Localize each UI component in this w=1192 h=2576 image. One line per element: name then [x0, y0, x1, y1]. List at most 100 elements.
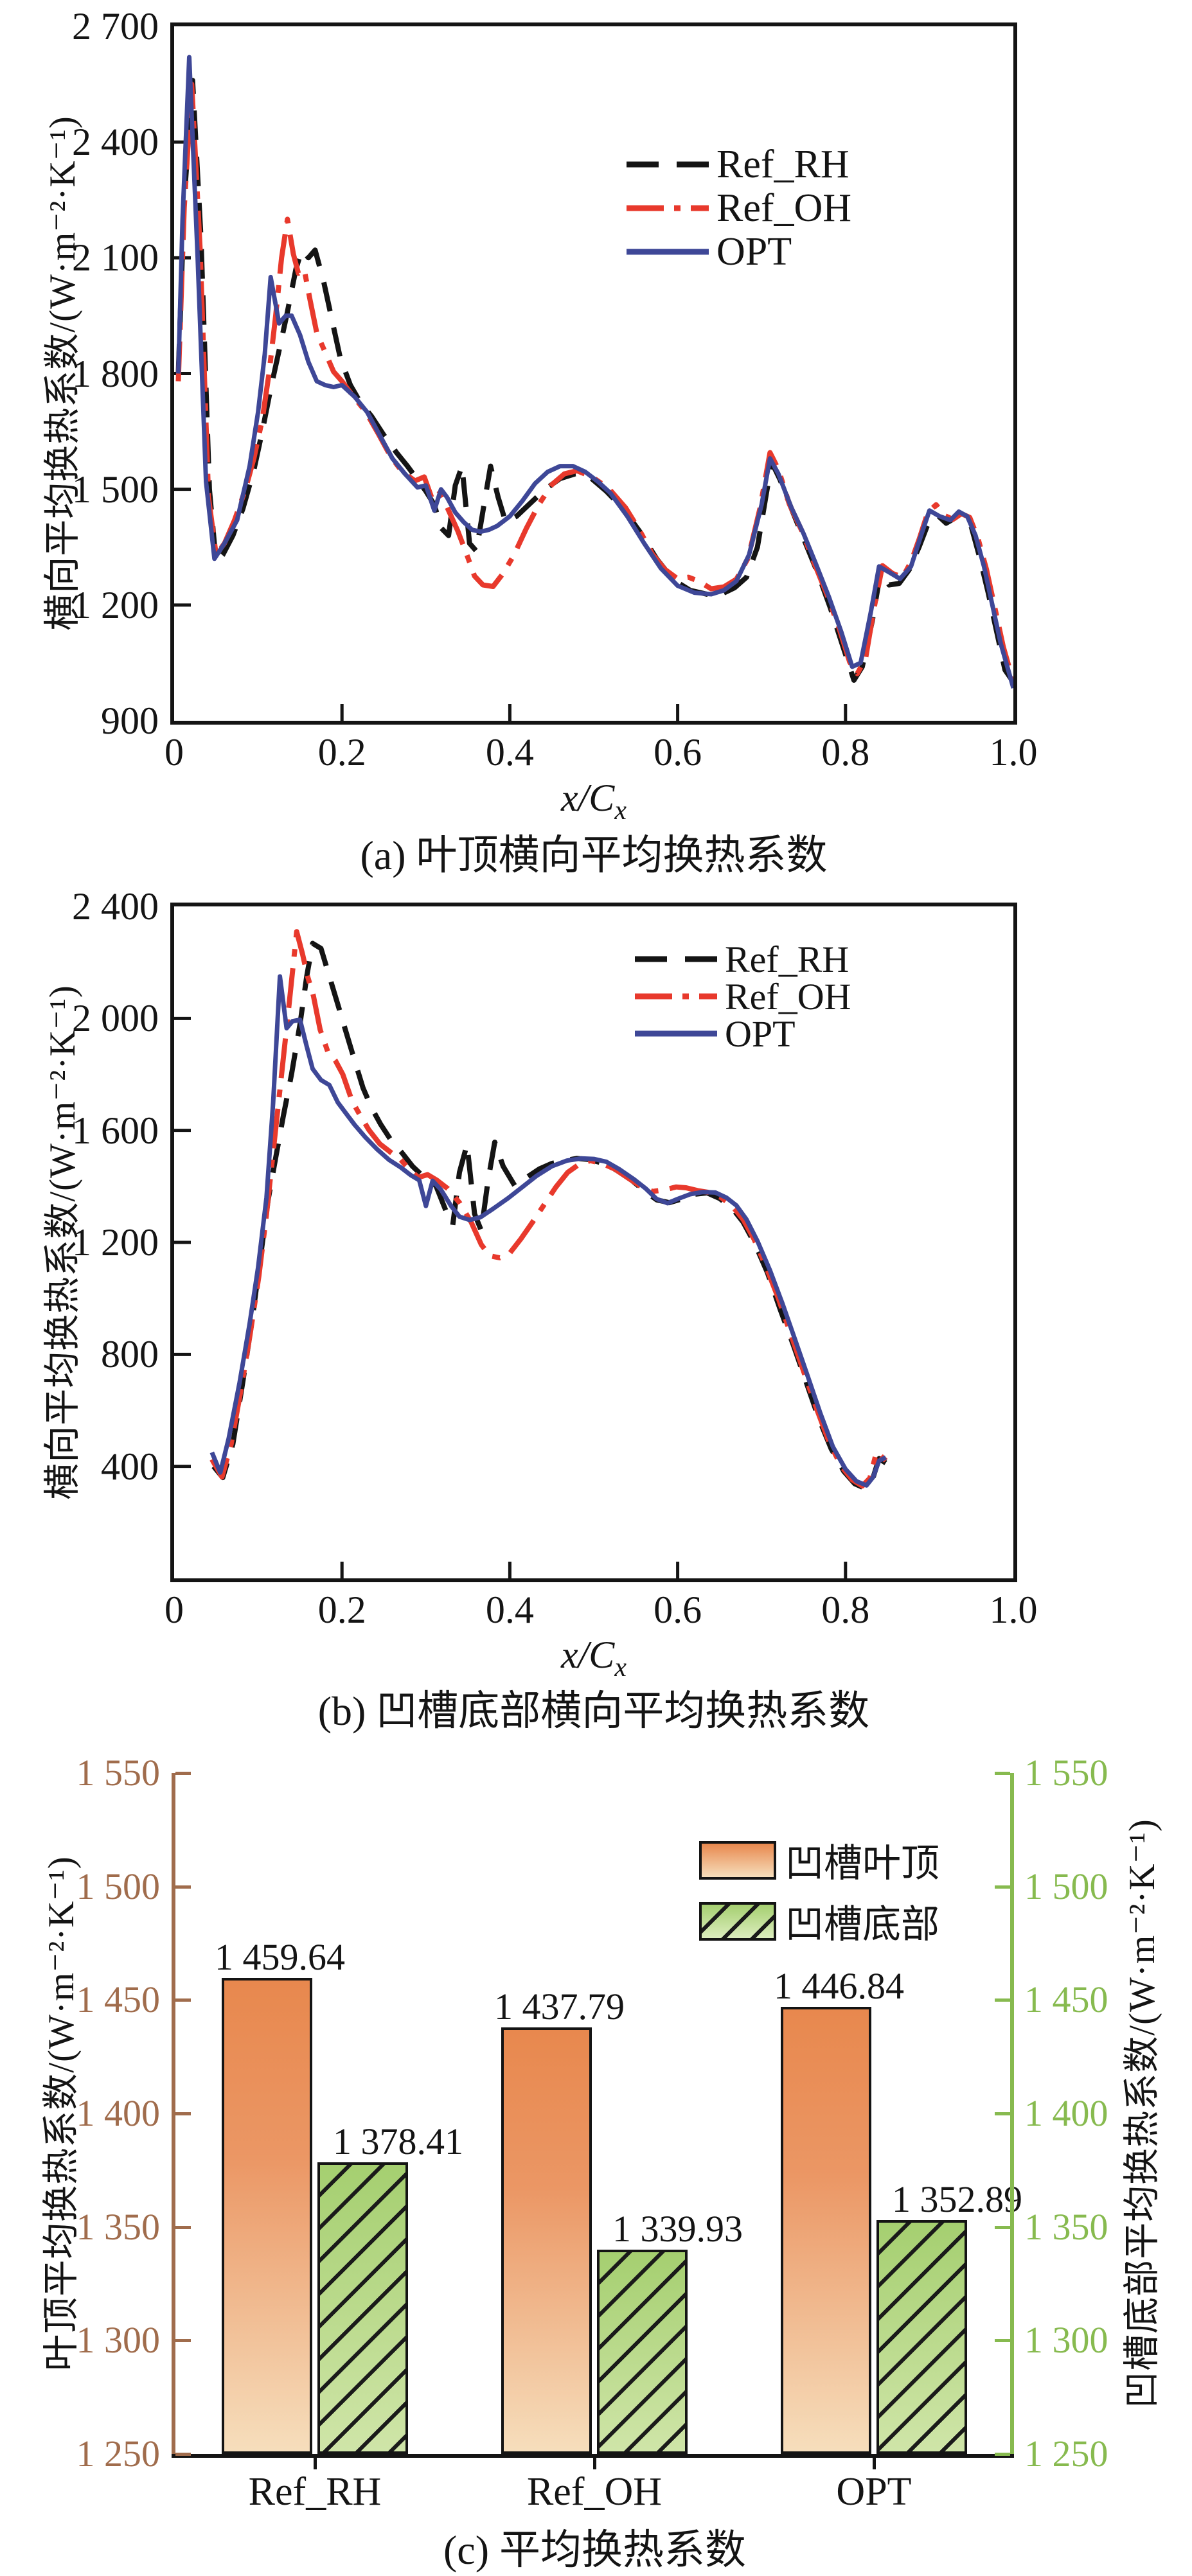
chart-c-legend-label-tip: 凹槽叶顶 [785, 1842, 939, 1885]
chart-a-caption: (a) 叶顶横向平均换热系数 [360, 833, 828, 878]
legend-line-sample-icon [627, 249, 709, 255]
bar-OPT-bottom [876, 2220, 967, 2454]
chart-c-category-label-Ref_RH: Ref_RH [248, 2470, 382, 2514]
chart-c-left-tick-label: 1 350 [76, 2205, 161, 2248]
chart-a-x-tick-label: 1.0 [989, 731, 1038, 773]
legend-label: Ref_OH [716, 186, 852, 230]
legend-line-sample-icon [627, 205, 709, 211]
series-Ref_OH [209, 929, 888, 1489]
chart-c-left-tick-label: 1 300 [76, 2319, 161, 2361]
chart-a-legend: Ref_RH Ref_OH OPT [627, 143, 851, 274]
chart-c-category-tick [314, 2458, 317, 2469]
chart-b-x-tick-label: 0.8 [821, 1589, 870, 1631]
chart-c-right-tick-label: 1 550 [1024, 1752, 1108, 1794]
chart-a-y-tick-label: 900 [101, 700, 159, 742]
chart-c-left-tick [175, 1772, 191, 1775]
chart-c-right-tick [995, 1998, 1010, 2002]
legend-item-OPT: OPT [635, 1012, 851, 1055]
chart-c-left-tick [175, 2112, 191, 2115]
legend-label: OPT [725, 1012, 796, 1055]
chart-a-x-tick-label: 0.6 [654, 731, 702, 773]
chart-a-y-tick-label: 2 400 [72, 121, 159, 164]
bar-Ref_RH-bottom [317, 2162, 408, 2454]
chart-c-right-tick-label: 1 450 [1024, 1979, 1108, 2021]
legend-label: Ref_RH [716, 142, 850, 186]
bar-value-label-bottom: 1 352.89 [892, 2178, 1022, 2220]
chart-c-right-axis [1010, 1773, 1014, 2458]
chart-c-bottom-axis [172, 2454, 1014, 2458]
chart-c-right-tick [995, 2112, 1010, 2115]
bar-value-label-tip: 1 446.84 [774, 1965, 904, 2007]
chart-c-right-tick-label: 1 300 [1024, 2319, 1108, 2361]
chart-c-right-tick-label: 1 350 [1024, 2205, 1108, 2248]
chart-b-y-tick-label: 1 200 [72, 1221, 159, 1264]
legend-item-Ref_RH: Ref_RH [635, 938, 851, 980]
chart-a-plot-area [170, 22, 1017, 725]
legend-item-Ref_OH: Ref_OH [635, 975, 851, 1018]
chart-c-right-tick [995, 1772, 1010, 1775]
legend-line-sample-icon [635, 956, 717, 962]
chart-a-x-tick-label: 0.2 [317, 731, 366, 773]
chart-a-y-tick-label: 2 100 [72, 236, 159, 279]
chart-c-left-tick-label: 1 500 [76, 1865, 161, 1907]
chart-a-x-axis-label-main: x/C [561, 777, 615, 819]
chart-b-y-tick-label: 800 [101, 1333, 159, 1376]
chart-c-category-tick [873, 2458, 876, 2469]
legend-line-sample-icon [635, 993, 717, 1000]
chart-b-plot-area [170, 903, 1017, 1582]
chart-c-left-axis [172, 1773, 175, 2458]
chart-b-x-axis-label: x/Cx [170, 1633, 1017, 1683]
chart-c-left-tick [175, 1998, 191, 2002]
chart-b-legend: Ref_RH Ref_OH OPT [635, 938, 851, 1055]
bar-value-label-bottom: 1 378.41 [333, 2121, 463, 2162]
chart-b-x-tick-label: 0.4 [485, 1589, 534, 1631]
orange-gradient-swatch-icon [699, 1840, 776, 1880]
bar-value-label-tip: 1 459.64 [215, 1936, 345, 1978]
chart-c-right-tick-label: 1 500 [1024, 1865, 1108, 1907]
chart-c-legend-label-bottom: 凹槽底部 [785, 1903, 939, 1946]
series-OPT [176, 55, 1013, 689]
chart-a-canvas [174, 55, 1013, 721]
chart-c-left-tick [175, 1885, 191, 1889]
bar-Ref_OH-bottom [597, 2250, 688, 2454]
series-Ref_OH [175, 82, 1013, 683]
chart-a-y-tick-label: 1 200 [72, 583, 159, 626]
chart-c-left-tick-label: 1 250 [76, 2433, 161, 2475]
chart-a-y-tick-label: 1 500 [72, 468, 159, 511]
chart-c-left-tick-label: 1 400 [76, 2092, 161, 2134]
legend-label: OPT [716, 229, 792, 274]
chart-c-caption: (c) 平均换热系数 [443, 2527, 747, 2573]
chart-c-category-label-OPT: OPT [836, 2470, 912, 2514]
chart-c-right-tick [995, 2225, 1010, 2229]
legend-item-Ref_OH: Ref_OH [627, 186, 851, 230]
chart-a-x-tick-label: 0.4 [485, 731, 534, 773]
series-OPT [209, 974, 887, 1488]
bar-value-label-bottom: 1 339.93 [612, 2208, 743, 2250]
chart-a-x-axis-label-sub: x [614, 796, 627, 825]
chart-a-y-tick-label: 1 800 [72, 352, 159, 395]
chart-c-left-tick [175, 2453, 191, 2456]
chart-c-right-tick [995, 2453, 1010, 2456]
chart-c-left-tick [175, 2339, 191, 2343]
bar-OPT-tip [781, 2007, 871, 2454]
legend-line-sample-icon [635, 1030, 717, 1037]
chart-b-canvas [174, 929, 888, 1578]
series-Ref_RH [175, 78, 1013, 684]
chart-a-x-tick-label: 0 [165, 731, 184, 773]
chart-b-y-tick-label: 400 [101, 1445, 159, 1488]
chart-a-x-tick-label: 0.8 [821, 731, 870, 773]
chart-a-y-tick-label: 2 700 [72, 5, 159, 48]
legend-item-OPT: OPT [627, 230, 851, 274]
bar-Ref_OH-tip [501, 2027, 592, 2454]
legend-label: Ref_OH [725, 975, 851, 1018]
chart-c-legend-item-tip: 凹槽叶顶 [699, 1832, 939, 1888]
chart-c-category-tick [593, 2458, 596, 2469]
chart-b-x-tick-label: 0.6 [654, 1589, 702, 1631]
chart-c-right-tick-label: 1 250 [1024, 2433, 1108, 2475]
chart-b-x-axis-label-main: x/C [561, 1634, 615, 1676]
chart-a-x-axis-label: x/Cx [170, 776, 1017, 826]
legend-label: Ref_RH [725, 938, 850, 980]
chart-c-legend-item-bottom: 凹槽底部 [699, 1893, 939, 1949]
chart-c-left-tick [175, 2225, 191, 2229]
